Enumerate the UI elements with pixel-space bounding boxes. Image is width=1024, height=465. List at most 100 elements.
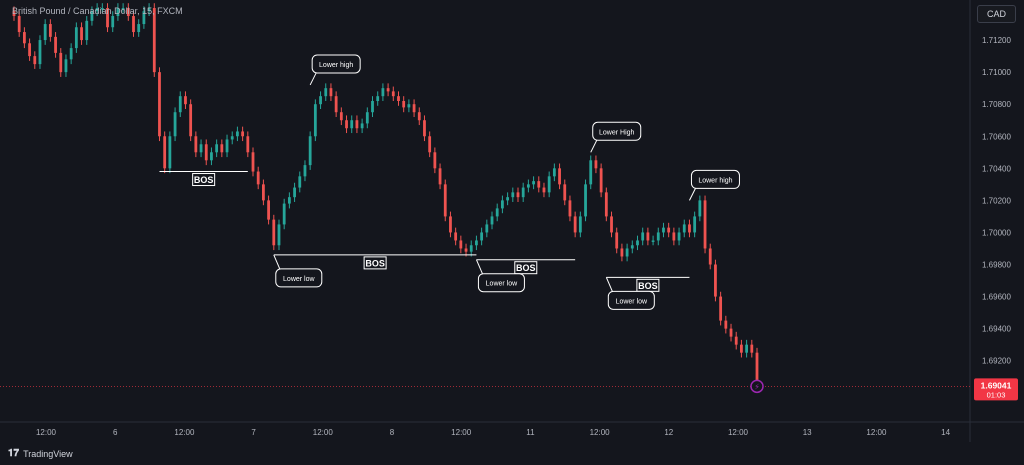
- candle-body: [106, 8, 109, 28]
- candle-body: [443, 184, 447, 217]
- candle-body: [126, 8, 130, 17]
- candle-body: [438, 168, 442, 185]
- y-tick-label: 1.71000: [982, 68, 1011, 77]
- candle-body: [142, 11, 146, 25]
- y-tick-label: 1.70600: [982, 132, 1011, 141]
- candle-body: [610, 216, 613, 233]
- candle-body: [163, 136, 167, 169]
- currency-button[interactable]: CAD: [976, 5, 1016, 23]
- candle-body: [397, 96, 400, 101]
- candle-body: [724, 320, 728, 329]
- candle-body: [204, 144, 208, 161]
- candle-body: [584, 184, 587, 217]
- tradingview-brand[interactable]: 𝟏𝟕 TradingView: [8, 448, 73, 459]
- candle-body: [734, 336, 738, 345]
- swing-label-box: [275, 268, 323, 288]
- time-axis: 12:00 6 12:00 7 12:00 8 12:00 11 12:00 12 12:00 13 1…: [36, 428, 951, 437]
- candle-body: [303, 165, 307, 177]
- candle-body: [516, 192, 520, 198]
- x-tick-label: 14: [941, 428, 950, 437]
- candle-body: [599, 168, 603, 193]
- candle-body: [563, 184, 567, 201]
- swing-label: Lower low: [486, 281, 518, 288]
- candle-body: [33, 56, 37, 65]
- swing-pointer: [605, 277, 613, 292]
- y-tick-label: 1.70200: [982, 196, 1011, 205]
- candle-body: [28, 43, 31, 57]
- candle-body: [480, 232, 484, 241]
- candle-body: [371, 100, 374, 113]
- candle-body: [178, 96, 182, 113]
- candle-body: [501, 200, 504, 209]
- x-tick-label: 8: [390, 428, 395, 437]
- candle-body: [745, 344, 749, 353]
- y-tick-label: 1.71200: [982, 36, 1011, 45]
- candle-body: [121, 8, 125, 10]
- candle-body: [755, 352, 759, 387]
- candle-body: [558, 168, 561, 185]
- candle-body: [267, 200, 270, 220]
- x-tick-label: 12:00: [728, 428, 749, 437]
- candle-body: [74, 27, 78, 49]
- x-tick-label: 12:00: [590, 428, 611, 437]
- candle-body: [147, 8, 151, 12]
- candle-body: [698, 200, 702, 217]
- candle-body: [230, 136, 234, 140]
- swing-label: Lower low: [283, 276, 315, 283]
- candle-body: [251, 152, 255, 172]
- annotations-group: BOS BOS BOS BOS Lower high Lower low Lower low…: [159, 54, 740, 310]
- candle-body: [287, 197, 291, 204]
- candle-body: [298, 176, 302, 188]
- swing-label-box: [477, 273, 525, 293]
- candle-body: [511, 192, 515, 198]
- candle-body: [615, 232, 619, 249]
- candle-body: [485, 224, 489, 233]
- x-tick-label: 12:00: [451, 428, 472, 437]
- candle-body: [90, 11, 94, 21]
- candle-body: [750, 344, 754, 353]
- candle-body: [428, 136, 432, 153]
- swing-label: Lower High: [599, 129, 635, 136]
- candle-body: [521, 187, 525, 198]
- candle-body: [547, 176, 551, 193]
- x-tick-label: 12:00: [36, 428, 57, 437]
- candle-body: [594, 160, 598, 169]
- candle-body: [391, 91, 395, 97]
- y-tick-label: 1.69600: [982, 293, 1011, 302]
- candle-body: [339, 112, 343, 121]
- candle-body: [313, 104, 317, 137]
- candle-body: [376, 96, 380, 101]
- alert-bolt-icon: ⚡: [754, 382, 760, 391]
- bos-label: BOS: [365, 258, 385, 268]
- candle-body: [48, 24, 52, 37]
- candle-body: [433, 152, 437, 169]
- footer-bar: [0, 442, 1024, 465]
- candle-body: [682, 224, 686, 233]
- candle-body: [54, 36, 57, 53]
- candle-body: [636, 240, 639, 246]
- swing-pointer: [689, 188, 696, 201]
- candle-body: [568, 200, 572, 217]
- candle-body: [365, 112, 369, 124]
- candle-body: [620, 248, 624, 257]
- candle-body: [625, 248, 629, 257]
- candle-body: [454, 232, 458, 241]
- candle-body: [360, 123, 364, 129]
- candle-body: [459, 240, 463, 249]
- swing-pointer: [475, 259, 483, 274]
- candle-body: [246, 136, 250, 153]
- candle-body: [256, 171, 260, 185]
- x-tick-label: 6: [113, 428, 118, 437]
- bos-label-box: [363, 256, 387, 270]
- candle-body: [225, 139, 229, 153]
- price-axis: 1.71200 1.71000 1.70800 1.70600 1.70400 1.702…: [982, 36, 1011, 366]
- swing-label: Lower low: [616, 298, 648, 305]
- alert-icon: [750, 379, 764, 394]
- candle-body: [168, 136, 172, 169]
- bos-label-box: [514, 261, 538, 275]
- candle-body: [194, 136, 198, 153]
- candle-body: [199, 144, 203, 153]
